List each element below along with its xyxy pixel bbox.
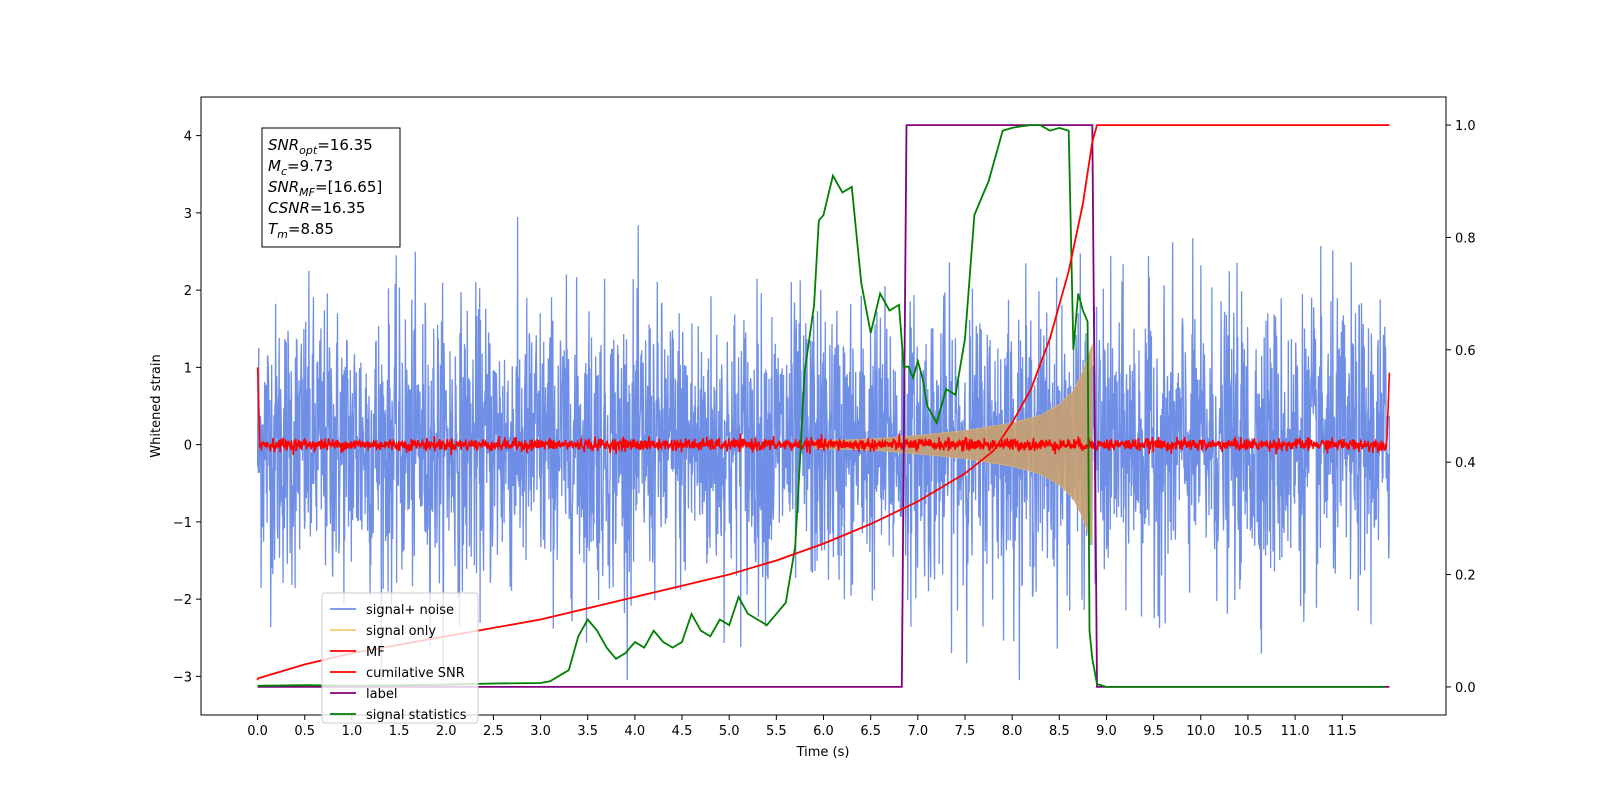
x-tick-label: 8.0 xyxy=(1002,724,1023,739)
y-tick-label: 1 xyxy=(184,361,192,376)
y2-tick-label: 0.6 xyxy=(1455,344,1476,359)
x-tick-label: 2.0 xyxy=(436,724,457,739)
y-tick-label: 0 xyxy=(184,439,192,454)
x-tick-label: 2.5 xyxy=(483,724,504,739)
annotation-line: SNRopt=16.35 xyxy=(268,136,373,157)
legend: signal+ noise signal only MF cumilative SNR… xyxy=(322,593,478,723)
y2-tick-label: 1.0 xyxy=(1455,119,1476,134)
x-tick-label: 9.5 xyxy=(1143,724,1164,739)
x-tick-label: 10.0 xyxy=(1186,724,1215,739)
x-tick-label: 3.0 xyxy=(530,724,551,739)
legend-label: cumilative SNR xyxy=(366,666,465,681)
y-tick-label: 2 xyxy=(184,284,192,299)
y-tick-label: 3 xyxy=(184,207,192,222)
x-tick-label: 11.0 xyxy=(1281,724,1310,739)
x-tick-label: 4.5 xyxy=(672,724,693,739)
annotation-line: SNRMF=[16.65] xyxy=(268,178,382,199)
annotation-line: Mc=9.73 xyxy=(268,157,333,178)
legend-label: signal+ noise xyxy=(366,603,454,618)
x-tick-label: 0.5 xyxy=(294,724,315,739)
x-tick-label: 7.0 xyxy=(907,724,928,739)
x-tick-label: 5.5 xyxy=(766,724,787,739)
legend-label: signal statistics xyxy=(366,708,467,723)
y-tick-label: −2 xyxy=(173,593,192,608)
annotation-box: SNRopt=16.35Mc=9.73SNRMF=[16.65]CSNR=16.… xyxy=(262,128,400,247)
annotation-line: CSNR=16.35 xyxy=(268,199,365,217)
y2-tick-label: 0.0 xyxy=(1455,681,1476,696)
x-tick-label: 11.5 xyxy=(1328,724,1357,739)
y-axis-label: Whitened strain xyxy=(149,354,164,457)
x-tick-label: 1.0 xyxy=(342,724,363,739)
y-tick-label: 4 xyxy=(184,130,192,145)
x-tick-label: 4.0 xyxy=(625,724,646,739)
legend-label: MF xyxy=(366,645,385,660)
y2-tick-label: 0.4 xyxy=(1455,456,1476,471)
x-tick-label: 6.5 xyxy=(860,724,881,739)
legend-label: signal only xyxy=(366,624,436,639)
x-tick-label: 0.0 xyxy=(247,724,268,739)
y-tick-label: −1 xyxy=(173,516,192,531)
x-tick-label: 6.0 xyxy=(813,724,834,739)
y2-tick-label: 0.8 xyxy=(1455,231,1476,246)
y2-tick-label: 0.2 xyxy=(1455,569,1476,584)
x-tick-label: 9.0 xyxy=(1096,724,1117,739)
y-tick-label: −3 xyxy=(173,670,192,685)
x-tick-label: 10.5 xyxy=(1233,724,1262,739)
x-axis-label: Time (s) xyxy=(796,745,850,760)
legend-label: label xyxy=(366,687,397,702)
x-tick-label: 1.5 xyxy=(389,724,410,739)
x-tick-label: 8.5 xyxy=(1049,724,1070,739)
x-tick-label: 3.5 xyxy=(577,724,598,739)
x-tick-label: 7.5 xyxy=(955,724,976,739)
x-tick-label: 5.0 xyxy=(719,724,740,739)
